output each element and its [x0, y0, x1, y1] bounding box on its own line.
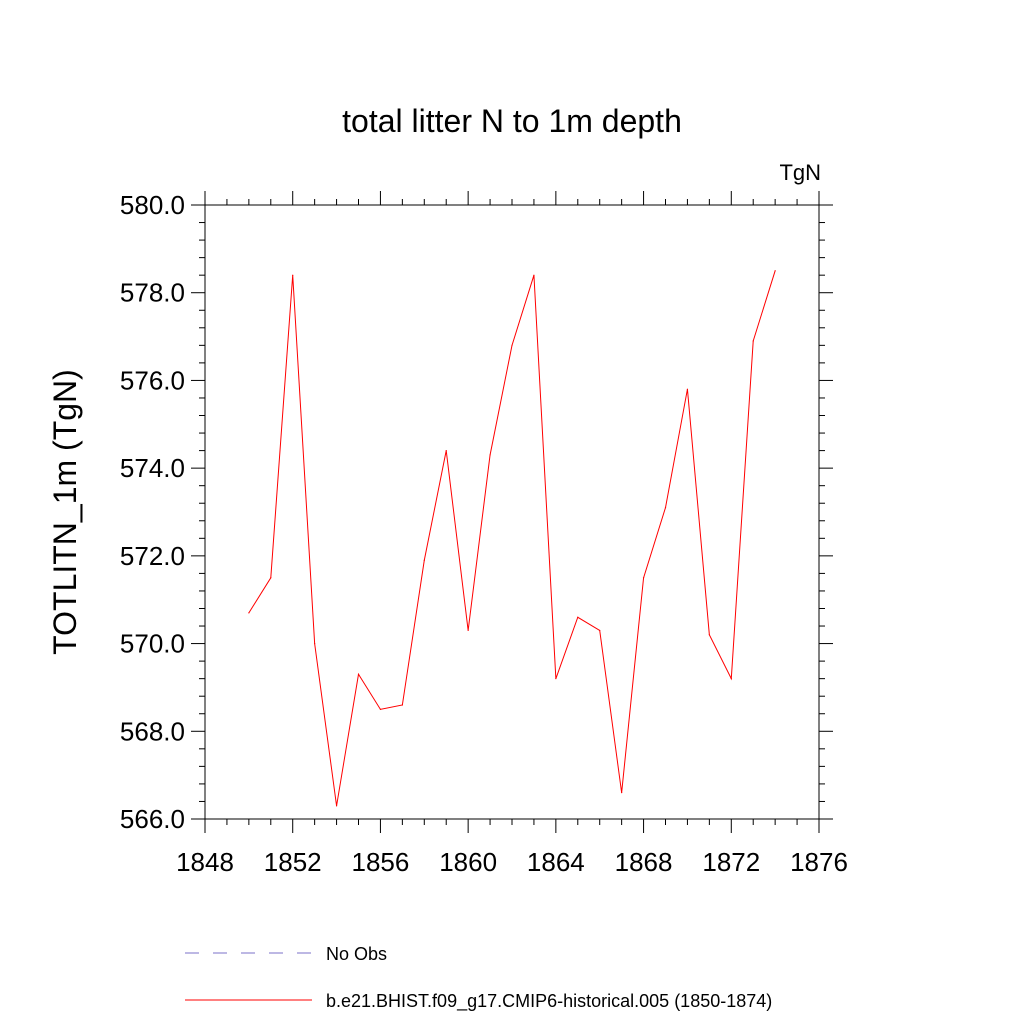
data-point	[489, 454, 491, 456]
data-point	[511, 344, 513, 346]
data-point	[270, 577, 272, 579]
data-point	[577, 616, 579, 618]
data-point	[467, 629, 469, 632]
data-point	[335, 805, 338, 807]
legend-label-no-obs: No Obs	[326, 944, 387, 964]
series-layer	[248, 270, 776, 807]
data-point	[401, 704, 403, 706]
y-tick-label: 572.0	[120, 541, 185, 571]
chart-title: total litter N to 1m depth	[342, 103, 682, 139]
data-point	[642, 577, 645, 579]
data-point	[621, 792, 623, 794]
x-tick-label: 1872	[702, 847, 760, 877]
data-point	[533, 274, 535, 276]
data-point	[379, 708, 382, 710]
legend: No Obs b.e21.BHIST.f09_g17.CMIP6-histori…	[185, 944, 772, 1012]
y-axis-label: TOTLITN_1m (TgN)	[47, 369, 83, 655]
y-tick-label: 574.0	[120, 453, 185, 483]
y-tick-label: 568.0	[120, 716, 185, 746]
x-tick-label: 1860	[439, 847, 497, 877]
data-point	[708, 634, 710, 636]
data-point	[599, 629, 601, 632]
data-point	[555, 678, 557, 680]
y-tick-label: 570.0	[120, 629, 185, 659]
x-tick-label: 1864	[527, 847, 585, 877]
data-point	[752, 340, 754, 342]
x-tick-label: 1852	[264, 847, 322, 877]
units-label: TgN	[779, 160, 821, 185]
plot-frame	[204, 204, 820, 820]
data-point	[686, 388, 689, 390]
y-tick-label: 578.0	[120, 278, 185, 308]
x-tick-label: 1848	[176, 847, 234, 877]
data-point	[314, 642, 316, 645]
x-tick-label: 1876	[790, 847, 848, 877]
data-point	[445, 450, 447, 452]
x-tick-label: 1868	[615, 847, 673, 877]
y-tick-label: 566.0	[120, 804, 185, 834]
data-point	[292, 274, 294, 276]
x-tick-label: 1856	[352, 847, 410, 877]
data-point	[248, 612, 250, 614]
data-point	[423, 559, 425, 561]
data-point	[730, 678, 732, 680]
axis-tick-labels: 1848 1852 1856 1860 1864 1868 1872 1876 566.0 568…	[120, 190, 848, 877]
y-tick-label: 580.0	[120, 190, 185, 220]
y-tick-label: 576.0	[120, 365, 185, 395]
legend-label-historical: b.e21.BHIST.f09_g17.CMIP6-historical.005…	[326, 991, 772, 1012]
series-line	[248, 270, 776, 806]
data-point	[357, 673, 360, 675]
data-point	[774, 270, 776, 272]
data-point	[664, 507, 667, 509]
axis-ticks	[191, 191, 833, 833]
